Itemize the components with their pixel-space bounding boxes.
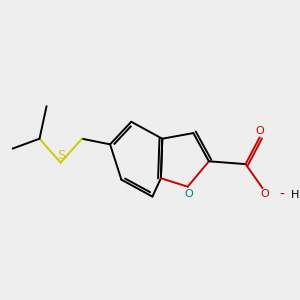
Text: S: S xyxy=(57,149,65,162)
Text: -: - xyxy=(279,188,284,202)
Text: O: O xyxy=(260,189,269,199)
Text: O: O xyxy=(184,189,193,199)
Text: H: H xyxy=(291,190,299,200)
Text: O: O xyxy=(255,126,264,136)
